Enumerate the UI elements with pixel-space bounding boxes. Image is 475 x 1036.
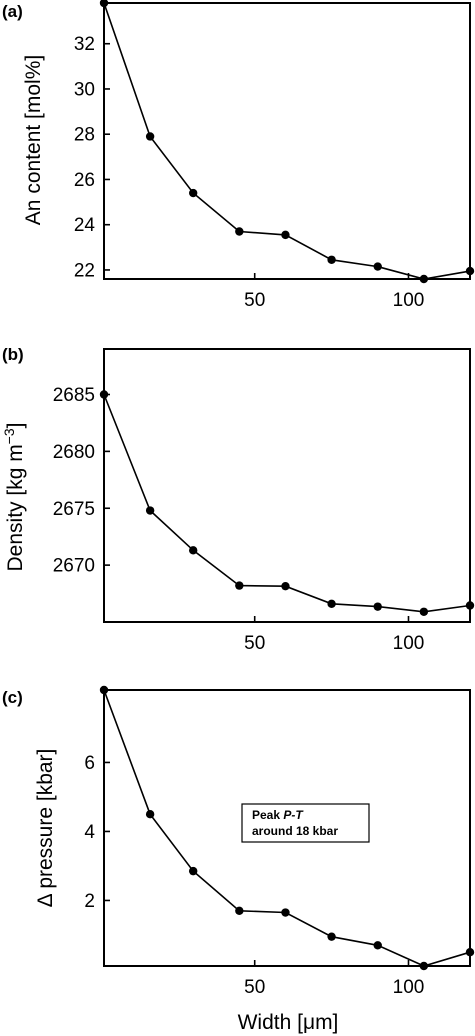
data-point-a-6 (373, 262, 382, 271)
data-point-b-5 (327, 599, 336, 608)
data-point-b-4 (281, 581, 290, 591)
data-point-c-5 (327, 932, 336, 941)
x-tick-label-b-1: 100 (393, 633, 425, 654)
data-point-b-1 (145, 506, 155, 515)
x-tick-label-c-1: 100 (393, 977, 425, 998)
y-axis-label-b-sup: −3 (1, 428, 17, 444)
annotation-line-1: Peak P-T (252, 808, 304, 822)
marks-c (99, 685, 475, 971)
x-axis-label-end: m] (315, 1011, 338, 1034)
y-axis-label-a: An content [mol%] (22, 55, 45, 225)
y-tick-label-c-2: 6 (84, 753, 95, 774)
ticks-c: 2 4 6 50 100 (84, 753, 424, 998)
data-point-c-3 (235, 906, 244, 915)
panel-label-b: (b) (2, 345, 24, 364)
x-axis-label-unit: μ (303, 1011, 315, 1034)
marks-b (99, 390, 475, 616)
annotation-box: Peak P-T around 18 kbar (241, 803, 370, 843)
panel-label-a: (a) (2, 2, 23, 21)
data-point-b-7 (419, 607, 429, 616)
annotation-frame (241, 803, 370, 843)
y-tick-label-a-3: 28 (74, 125, 95, 146)
data-point-b-3 (235, 581, 244, 590)
y-tick-label-b-2: 2680 (53, 442, 95, 463)
y-tick-label-a-5: 32 (74, 34, 95, 55)
data-point-b-2 (188, 546, 198, 555)
x-tick-label-a-1: 100 (393, 290, 425, 311)
y-tick-label-a-4: 30 (74, 79, 95, 100)
marks-a (99, 0, 475, 284)
y-axis-label-b-end: ] (4, 422, 27, 428)
x-axis-label-main: Width [ (238, 1011, 304, 1034)
data-point-c-6 (373, 941, 382, 950)
y-tick-label-b-0: 2670 (53, 556, 95, 577)
panel-label-c: (c) (2, 688, 23, 707)
y-axis-label-c: Δ pressure [kbar] (34, 749, 57, 908)
data-point-a-1 (145, 132, 155, 141)
y-tick-label-a-1: 24 (74, 215, 96, 236)
ticks-a: 22 24 26 28 30 32 50 100 (74, 34, 424, 311)
plot-frame-a (103, 2, 471, 280)
x-tick-label-a-0: 50 (244, 290, 265, 311)
data-point-a-3 (235, 227, 244, 236)
data-point-a-4 (281, 230, 290, 240)
y-tick-label-b-3: 2685 (53, 385, 95, 406)
y-tick-label-b-1: 2675 (53, 499, 95, 520)
y-tick-label-a-0: 22 (74, 260, 95, 281)
y-tick-label-a-2: 26 (74, 170, 95, 191)
y-tick-label-c-0: 2 (84, 891, 95, 912)
data-point-a-5 (327, 255, 336, 264)
plot-frame-c (103, 689, 471, 967)
panel-c: (c) Δ pressure [kbar] 2 4 6 50 100 Peak P-T … (2, 685, 475, 1034)
data-point-a-2 (188, 188, 198, 198)
annotation-line-2: around 18 kbar (252, 824, 338, 838)
y-axis-label-b-main: Density [kg m (4, 444, 27, 571)
data-point-c-4 (281, 908, 290, 917)
ticks-b: 2670 2675 2680 2685 50 100 (53, 385, 425, 654)
data-point-b-6 (373, 602, 382, 611)
data-point-c-2 (188, 866, 198, 876)
panel-a: (a) An content [mol%] 22 24 26 28 30 32 50 100 (2, 0, 475, 311)
y-tick-label-c-1: 4 (84, 822, 95, 843)
x-tick-label-c-0: 50 (244, 977, 265, 998)
annotation-italic: P-T (283, 808, 304, 822)
x-tick-label-b-0: 50 (244, 633, 265, 654)
plot-frame-b (103, 348, 471, 623)
panel-b: (b) Density [kg m−3] 2670 2675 2680 2685 50 1… (1, 345, 475, 654)
y-axis-label-b: Density [kg m−3] (1, 422, 27, 571)
series-line-b (103, 394, 471, 613)
data-point-c-1 (145, 810, 155, 819)
annotation-prefix: Peak (252, 808, 283, 822)
x-axis-label: Width [μm] (238, 1011, 339, 1034)
